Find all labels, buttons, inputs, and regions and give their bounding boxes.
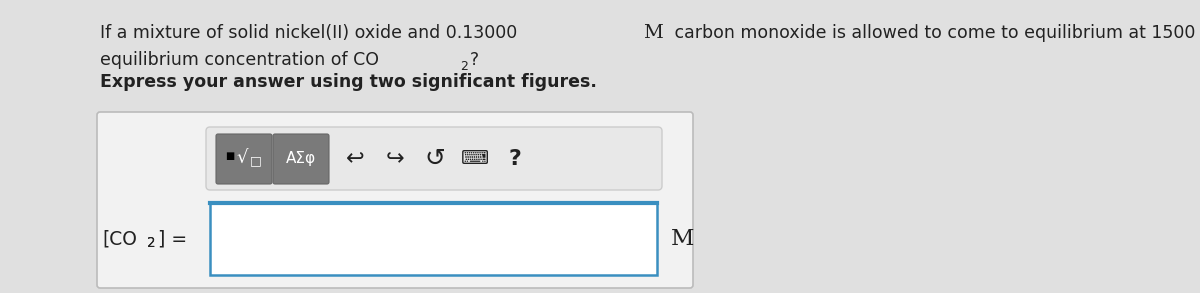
Text: □: □: [250, 154, 262, 168]
Text: ?: ?: [470, 51, 479, 69]
FancyBboxPatch shape: [216, 134, 272, 184]
Text: 2: 2: [148, 236, 156, 250]
FancyBboxPatch shape: [206, 127, 662, 190]
Text: ↩: ↩: [346, 149, 365, 169]
Text: ⌨: ⌨: [461, 149, 490, 168]
Text: M: M: [643, 24, 662, 42]
Text: equilibrium concentration of CO: equilibrium concentration of CO: [100, 51, 379, 69]
Text: √: √: [236, 149, 247, 167]
Text: ■: ■: [226, 151, 235, 161]
Text: 2: 2: [148, 236, 156, 250]
Text: If a mixture of solid nickel(II) oxide and 0.13000: If a mixture of solid nickel(II) oxide a…: [100, 24, 521, 42]
Text: M: M: [671, 228, 695, 250]
Text: ] =: ] =: [158, 229, 187, 248]
Text: ?: ?: [509, 149, 522, 169]
Text: 2: 2: [460, 60, 468, 73]
Text: ↺: ↺: [425, 147, 445, 171]
Text: Express your answer using two significant figures.: Express your answer using two significan…: [100, 73, 596, 91]
FancyBboxPatch shape: [274, 134, 329, 184]
Text: carbon monoxide is allowed to come to equilibrium at 1500: carbon monoxide is allowed to come to eq…: [668, 24, 1199, 42]
Text: [CO: [CO: [102, 229, 137, 248]
FancyBboxPatch shape: [97, 112, 694, 288]
Bar: [210, 203, 658, 275]
Text: AΣφ: AΣφ: [286, 151, 316, 166]
Text: ↪: ↪: [385, 149, 404, 169]
